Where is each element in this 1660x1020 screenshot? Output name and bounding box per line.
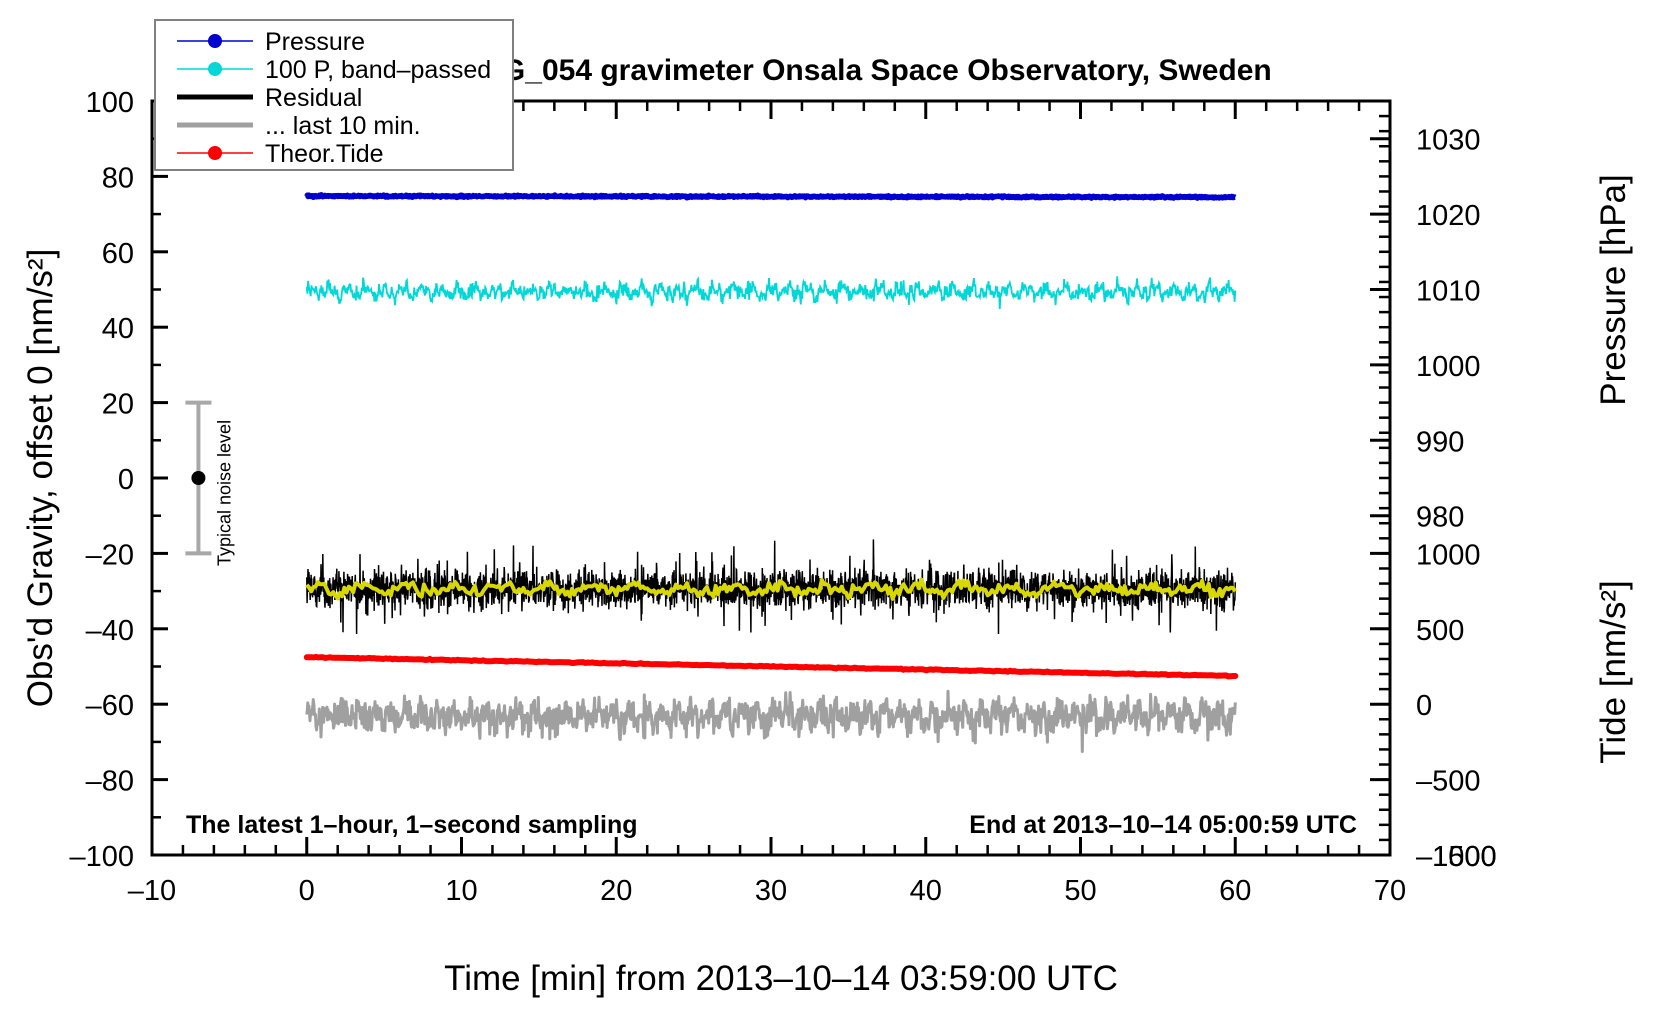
noise-center-marker — [191, 471, 206, 485]
series-last-10-min — [305, 689, 1237, 753]
y-axis-tick-label: 60 — [102, 238, 134, 270]
tide-axis-tick-label: –1000 — [1416, 841, 1497, 873]
tide-axis-title: Tide [nm/s²] — [1594, 580, 1633, 763]
pressure-axis-tick-label: 1020 — [1416, 200, 1481, 232]
pressure-axis-tick-label: 1010 — [1416, 276, 1481, 308]
y-axis-tick-label: 80 — [102, 162, 134, 194]
tide-axis-tick-label: 1000 — [1416, 539, 1481, 571]
noise-level-label: Typical noise level — [214, 420, 234, 566]
y-axis-tick-label: 100 — [86, 87, 134, 119]
legend-item[interactable]: Theor.Tide — [177, 140, 384, 168]
legend-item-label: Theor.Tide — [265, 140, 384, 168]
x-axis-tick-label: 30 — [755, 875, 787, 907]
legend-item-label: ... last 10 min. — [265, 112, 421, 140]
legend-marker-icon — [208, 34, 222, 48]
y-axis-tick-label: –60 — [86, 690, 134, 722]
data-series-group — [303, 192, 1239, 753]
annotation-sampling-info: The latest 1–hour, 1–second sampling — [186, 811, 638, 839]
noise-level-indicator: Typical noise level — [185, 400, 234, 566]
pressure-axis-tick-label: 1000 — [1416, 351, 1481, 383]
chart-title: SCG_054 gravimeter Onsala Space Observat… — [460, 54, 1272, 87]
chart-text-group: SCG_054 gravimeter Onsala Space Observat… — [21, 54, 1633, 998]
tide-axis-tick-label: –1500 — [1416, 841, 1497, 873]
legend-item-label: 100 P, band–passed — [265, 56, 491, 84]
tide-axis-tick-label: –500 — [1416, 766, 1481, 798]
pressure-axis-tick-label: 1030 — [1416, 125, 1481, 157]
series-residual — [306, 539, 1237, 635]
x-axis-tick-label: 0 — [299, 875, 315, 907]
annotation-end-time: End at 2013–10–14 05:00:59 UTC — [969, 811, 1357, 839]
pressure-axis-tick-label: 980 — [1416, 502, 1464, 534]
x-axis-tick-label: 60 — [1219, 875, 1251, 907]
x-axis-tick-label: 50 — [1064, 875, 1096, 907]
y-axis-tick-label: –20 — [86, 539, 134, 571]
tide-axis-tick-label: 500 — [1416, 615, 1464, 647]
y-axis-tick-label: 20 — [102, 389, 134, 421]
y-axis-tick-label: –80 — [86, 766, 134, 798]
x-axis-tick-label: 10 — [445, 875, 477, 907]
x-axis-tick-label: –10 — [128, 875, 176, 907]
y-axis-tick-label: 40 — [102, 313, 134, 345]
tide-axis-tick-label: 0 — [1416, 690, 1432, 722]
y-axis-tick-label: 0 — [118, 464, 134, 496]
pressure-axis-tick-label: 990 — [1416, 426, 1464, 458]
x-axis-title: Time [min] from 2013–10–14 03:59:00 UTC — [444, 959, 1118, 998]
legend-marker-icon — [208, 146, 222, 160]
legend-item[interactable]: Pressure — [177, 28, 365, 56]
series-pressure — [304, 192, 1238, 201]
legend-item-label: Residual — [265, 84, 362, 112]
legend-item[interactable]: ... last 10 min. — [177, 112, 421, 140]
x-axis-tick-label: 40 — [910, 875, 942, 907]
y-axis-title: Obs'd Gravity, offset 0 [nm/s²] — [21, 249, 60, 708]
x-axis-tick-label: 70 — [1374, 875, 1406, 907]
x-axis-tick-label: 20 — [600, 875, 632, 907]
legend-item[interactable]: Residual — [177, 84, 362, 112]
series-band-passed-pressure — [305, 276, 1237, 310]
y-axis-tick-label: –100 — [69, 841, 134, 873]
series-theoretical-tide — [303, 653, 1239, 680]
y-axis-tick-label: –40 — [86, 615, 134, 647]
series-residual-smoothed — [305, 577, 1237, 601]
legend-marker-icon — [208, 62, 222, 76]
legend-item-label: Pressure — [265, 28, 365, 56]
pressure-axis-title: Pressure [hPa] — [1594, 174, 1633, 406]
legend-item[interactable]: 100 P, band–passed — [177, 56, 491, 84]
